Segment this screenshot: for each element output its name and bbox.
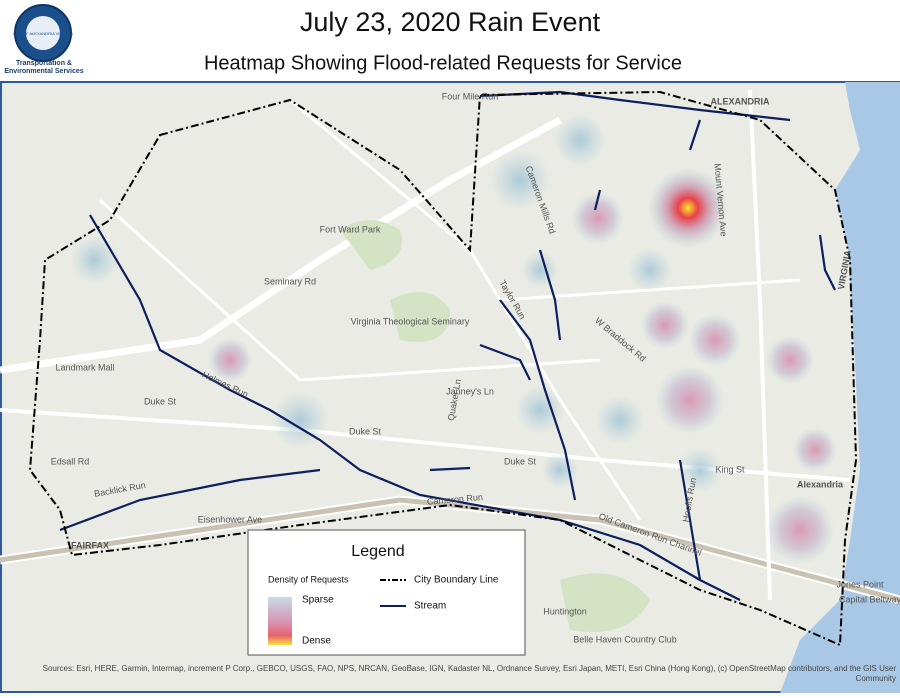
map-label: Duke St <box>349 426 382 436</box>
stream <box>499 299 577 501</box>
heat-blob <box>628 248 672 292</box>
map-label: Janney's Ln <box>446 386 494 396</box>
logo-seal-text: CITY OF ALEXANDRIA VIRGINIA <box>13 31 74 36</box>
heat-blob <box>490 150 550 210</box>
city-boundary <box>28 90 858 647</box>
map-label: Belle Haven Country Club <box>573 634 677 644</box>
stream <box>688 119 702 151</box>
road <box>289 98 642 521</box>
road <box>748 89 772 601</box>
legend-title: Legend <box>351 543 404 560</box>
park <box>390 292 450 342</box>
heat-blob <box>71 236 119 284</box>
heat-blob <box>656 366 724 434</box>
heat-blob <box>522 252 558 288</box>
heat-blob <box>208 338 252 382</box>
stream <box>479 343 531 381</box>
heat-blob <box>572 192 624 244</box>
map-label: Virginia Theological Seminary <box>351 316 470 326</box>
legend-stream: Stream <box>414 601 446 612</box>
stream <box>89 214 741 601</box>
stream <box>538 249 562 341</box>
heat-blob <box>689 314 741 366</box>
map-label: Alexandria <box>797 479 844 489</box>
map-label: Fort Ward Park <box>320 224 381 234</box>
sources-box: Sources: Esri, HERE, Garmin, Intermap, i… <box>42 664 896 683</box>
stream <box>818 234 836 291</box>
legend-box <box>247 529 526 656</box>
map-label: Landmark Mall <box>55 362 114 372</box>
i-395 <box>0 116 562 374</box>
legend-gradient <box>268 597 292 645</box>
map-label: Huntington <box>543 606 587 616</box>
heat-blob <box>272 392 328 448</box>
heat-blob <box>766 336 814 384</box>
heat-blob <box>596 396 644 444</box>
sources: Sources: Esri, HERE, Garmin, Intermap, i… <box>42 664 896 683</box>
map-label: Four Mile Run <box>442 91 499 101</box>
stream <box>429 466 471 472</box>
park <box>560 573 650 632</box>
legend-sparse: Sparse <box>302 595 334 606</box>
road <box>98 198 601 382</box>
map-label: Duke St <box>144 396 177 406</box>
map-label: Eisenhower Ave <box>198 514 262 524</box>
map-label: FAIRFAX <box>71 540 109 550</box>
subtitle: Heatmap Showing Flood-related Requests f… <box>204 52 682 74</box>
title: July 23, 2020 Rain Event <box>300 7 601 37</box>
map-label: Cameron Run <box>427 492 484 507</box>
logo-dept-box: Transportation & Environmental Services <box>4 60 84 75</box>
legend-boundary: City Boundary Line <box>414 575 499 586</box>
map-label: Edsall Rd <box>51 456 90 466</box>
map-label: Duke St <box>504 456 537 466</box>
heat-blob <box>793 428 837 472</box>
stream <box>678 459 702 581</box>
heat-blob <box>648 168 728 248</box>
map-label: Seminary Rd <box>264 276 316 286</box>
stream <box>59 468 321 532</box>
heat-blob <box>678 448 722 492</box>
duke-st-road <box>0 408 851 482</box>
potomac-river <box>780 82 900 693</box>
legend-density-label: Density of Requests <box>268 574 349 584</box>
map-label: Capital Beltway <box>839 594 900 604</box>
map-label: King St <box>715 464 745 474</box>
heat-blob <box>766 496 834 564</box>
logo-department: Transportation & Environmental Services <box>4 60 84 75</box>
heat-blob <box>641 301 689 349</box>
heat-blob <box>516 386 564 434</box>
map-label: Jones Point <box>836 579 884 589</box>
map-label: ALEXANDRIA <box>710 96 770 106</box>
stream <box>593 189 602 211</box>
heat-blob <box>542 452 578 488</box>
logo-inner <box>26 16 60 50</box>
heat-blob <box>554 114 606 166</box>
legend-dense: Dense <box>302 636 331 647</box>
park <box>340 220 402 270</box>
heatmap <box>71 114 837 564</box>
